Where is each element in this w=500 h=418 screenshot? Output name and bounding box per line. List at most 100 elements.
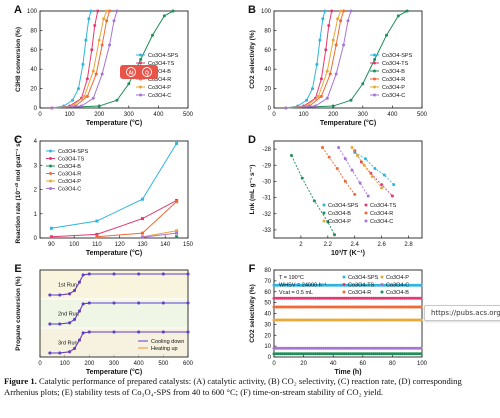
panel-B-data-point bbox=[384, 33, 388, 37]
panel-C-series-line bbox=[51, 143, 178, 229]
panel-E-xtick-label: 0 bbox=[38, 361, 42, 367]
panel-E-data-point bbox=[48, 351, 52, 355]
panel-D-fit-line bbox=[354, 150, 393, 197]
figure-canvas: A0 100 200 300 400 500020406080100Temperature… bbox=[14, 4, 428, 376]
panel-F-data-point bbox=[361, 318, 365, 322]
panel-F-data-point bbox=[378, 296, 382, 300]
panel-E-data-point bbox=[87, 301, 91, 305]
panel-F-data-point bbox=[342, 352, 346, 356]
panel-B-data-point bbox=[361, 82, 365, 86]
panel-F-data-point bbox=[291, 305, 295, 309]
panel-F-data-point bbox=[336, 346, 340, 350]
panel-F-data-point bbox=[347, 352, 351, 356]
panel-C-xtick-label: 140 bbox=[160, 242, 171, 248]
panel-F-data-point bbox=[297, 305, 301, 309]
panel-F-data-point bbox=[407, 296, 411, 300]
panel-F-data-point bbox=[342, 346, 346, 350]
panel-F-ytick-label: 60 bbox=[264, 290, 271, 296]
panel-A-data-point bbox=[100, 72, 104, 76]
panel-F-legend-label: Co3O4-C bbox=[386, 283, 409, 289]
panel-A-data-point bbox=[81, 62, 85, 66]
panel-A-xtick-label: 400 bbox=[153, 112, 164, 118]
panel-F-data-point bbox=[409, 318, 413, 322]
panel-F-xlabel: Time (h) bbox=[334, 369, 361, 376]
panel-F-data-point bbox=[400, 305, 404, 309]
panel-C-legend-marker bbox=[49, 157, 52, 160]
panel-F-data-point bbox=[361, 305, 365, 309]
panel-F-data-point bbox=[322, 318, 326, 322]
panel-C-legend-marker bbox=[49, 179, 52, 183]
panel-F-data-point bbox=[330, 296, 334, 300]
panel-F-data-point bbox=[367, 305, 371, 309]
panel-E-xlabel: Temperature (°C) bbox=[86, 368, 142, 376]
panel-F-data-point bbox=[299, 352, 303, 356]
panel-E-run-label: 2nd Run bbox=[58, 312, 79, 318]
panel-D-data-point bbox=[333, 233, 337, 237]
panel-F-data-point bbox=[419, 318, 423, 322]
panel-F-xtick-label: 20 bbox=[300, 361, 307, 367]
panel-F-data-point bbox=[365, 283, 369, 287]
panel-E-data-point bbox=[87, 272, 91, 276]
panel-A-data-point bbox=[84, 38, 88, 42]
panel-F-data-point bbox=[291, 296, 295, 300]
panel-B-series-line bbox=[285, 10, 326, 109]
panel-F-data-point bbox=[316, 318, 320, 322]
panel-C-ytick-label: 4 bbox=[34, 139, 38, 145]
panel-D-legend-label: Co3O4-B bbox=[328, 211, 351, 217]
panel-F-data-point bbox=[311, 296, 315, 300]
panel-C-data-point bbox=[175, 200, 179, 204]
panel-F-data-point bbox=[309, 296, 313, 300]
panel-B-data-point bbox=[334, 72, 338, 76]
panel-A-legend-label: Co3O4-SPS bbox=[148, 53, 179, 59]
panel-F-data-point bbox=[334, 352, 338, 356]
panel-F-data-point bbox=[409, 305, 413, 309]
panel-A-data-point bbox=[127, 82, 131, 86]
url-tooltip[interactable]: https://pubs.acs.org/do bbox=[424, 305, 500, 321]
panel-F-data-point bbox=[330, 283, 334, 287]
panel-C-data-point bbox=[140, 231, 144, 235]
panel-D-legend-marker bbox=[364, 203, 368, 207]
panel-B-data-point bbox=[349, 9, 353, 13]
panel-F-data-point bbox=[351, 305, 355, 309]
panel-B-legend-marker bbox=[373, 61, 376, 65]
panel-F-data-point bbox=[411, 352, 415, 356]
panel-F-data-point bbox=[369, 318, 373, 322]
panel-F-xtick-label: 100 bbox=[417, 361, 428, 367]
panel-B-data-point bbox=[331, 38, 335, 42]
panel-F-data-point bbox=[415, 318, 419, 322]
panel-A-data-point bbox=[150, 33, 154, 37]
panel-D-data-point bbox=[390, 194, 394, 198]
panel-F-data-point bbox=[415, 296, 419, 300]
panel-D-xlabel: 10³/T (K⁻¹) bbox=[331, 250, 365, 257]
panel-E-xtick-label: 500 bbox=[158, 361, 169, 367]
panel-B-frame bbox=[273, 10, 423, 109]
panel-F-data-point bbox=[378, 352, 382, 356]
panel-A-ylabel: C3H8 conversion (%) bbox=[15, 27, 22, 92]
panel-F-data-point bbox=[353, 352, 357, 356]
panel-F-data-point bbox=[363, 283, 367, 287]
panel-D-data-point bbox=[382, 173, 386, 177]
panel-B-legend-marker bbox=[373, 93, 376, 97]
panel-F-data-point bbox=[345, 296, 349, 300]
panel-B-legend-label: Co3O4-B bbox=[382, 69, 405, 75]
panel-C-ytick-label: 3 bbox=[34, 163, 38, 169]
panel-F-data-point bbox=[382, 296, 386, 300]
panel-F-data-point bbox=[351, 283, 355, 287]
panel-B-legend-marker bbox=[373, 85, 376, 89]
panel-F-data-point bbox=[293, 305, 297, 309]
panel-F-data-point bbox=[407, 283, 411, 287]
panel-F-data-point bbox=[280, 296, 284, 300]
panel-F-data-point bbox=[365, 305, 369, 309]
panel-F-data-point bbox=[413, 346, 417, 350]
panel-F-data-point bbox=[320, 352, 324, 356]
panel-F-data-point bbox=[280, 318, 284, 322]
panel-F-data-point bbox=[417, 305, 421, 309]
panel-F-data-point bbox=[392, 305, 396, 309]
panel-E-letter: E bbox=[14, 263, 21, 275]
al-icon bbox=[126, 67, 136, 77]
panel-F-data-point bbox=[415, 346, 419, 350]
panel-F-data-point bbox=[359, 283, 363, 287]
panel-F-data-point bbox=[276, 305, 280, 309]
panel-F-data-point bbox=[272, 318, 276, 322]
panel-F-data-point bbox=[324, 346, 328, 350]
